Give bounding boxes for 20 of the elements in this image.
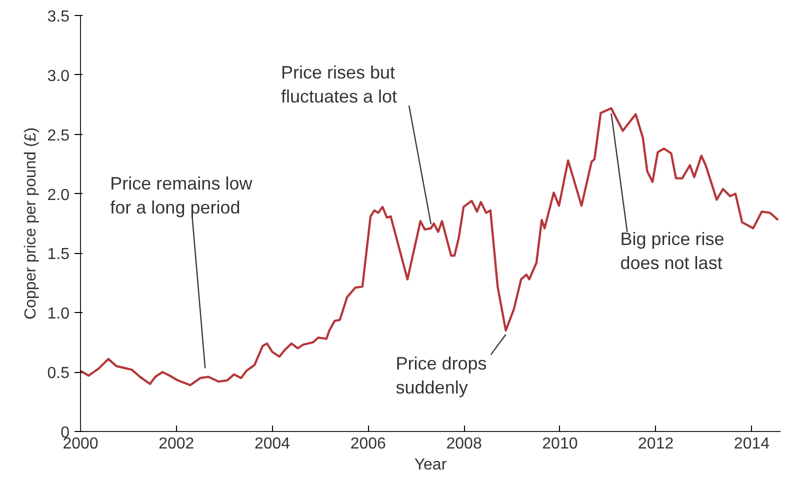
annotation: Price rises but fluctuates a lot (280, 62, 398, 106)
annotation: Price drops suddenly (396, 353, 487, 398)
y-tick-label: 0.5 (47, 365, 70, 382)
y-tick-label: 1.0 (47, 306, 70, 323)
y-tick-label: 1.5 (47, 246, 70, 264)
y-tick-label: 3.0 (47, 68, 70, 85)
y-axis-title: Copper price per pound (£) (22, 127, 40, 320)
x-tick-label: 2010 (542, 436, 578, 452)
x-tick-label: 2002 (158, 436, 194, 452)
x-axis-title: Year (414, 456, 448, 474)
x-tick-label: 2006 (350, 436, 386, 452)
x-tick-label: 2012 (638, 436, 674, 452)
y-tick-label: 2.5 (47, 127, 70, 144)
y-tick-label: 2.0 (47, 186, 70, 204)
x-tick-label: 2008 (446, 436, 482, 452)
annotation: Price remains low for a long period (110, 173, 254, 218)
x-tick-label: 2004 (254, 436, 290, 452)
x-tick-label: 2014 (734, 436, 770, 452)
y-tick-label: 3.5 (47, 8, 70, 26)
annotation: Big price rise does not last (620, 229, 724, 274)
